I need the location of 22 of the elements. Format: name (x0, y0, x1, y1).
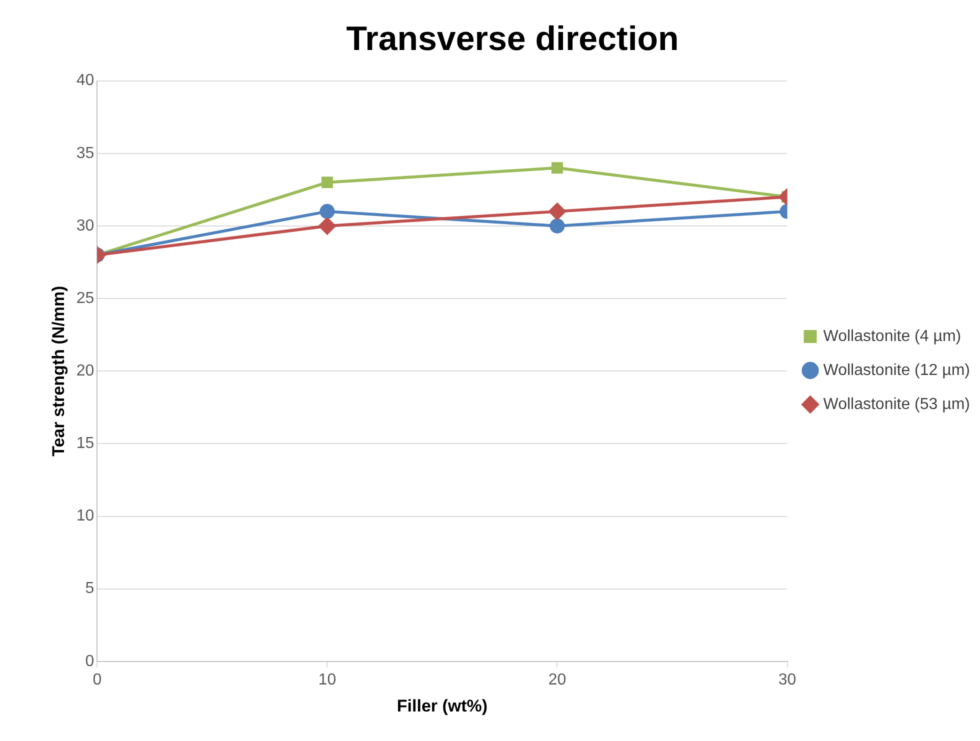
y-tick-label: 30 (76, 217, 94, 234)
point (321, 176, 333, 188)
y-tick-label: 25 (76, 290, 94, 307)
legend-label: Wollastonite (12 µm) (823, 362, 970, 379)
y-tick-label: 40 (76, 72, 94, 90)
y-tick-label: 20 (76, 362, 94, 380)
point (550, 218, 565, 234)
x-tick-label: 10 (318, 671, 336, 688)
y-tick-label: 15 (76, 435, 94, 452)
y-tick-label: 35 (76, 144, 94, 162)
x-axis-title: Filler (wt%) (396, 696, 488, 716)
y-axis-title: Tear strength (N/mm) (48, 286, 68, 456)
y-tick-label: 5 (85, 580, 94, 598)
point (551, 162, 563, 174)
y-tick-label: 0 (85, 652, 94, 670)
legend-label: Wollastonite (53 µm) (823, 396, 970, 413)
y-tick-label: 10 (76, 508, 94, 525)
chart-title: Transverse direction (346, 20, 679, 58)
x-tick-label: 20 (548, 671, 566, 688)
x-tick-label: 30 (778, 671, 796, 688)
legend-label: Wollastonite (4 µm) (823, 328, 962, 345)
point (320, 204, 335, 219)
